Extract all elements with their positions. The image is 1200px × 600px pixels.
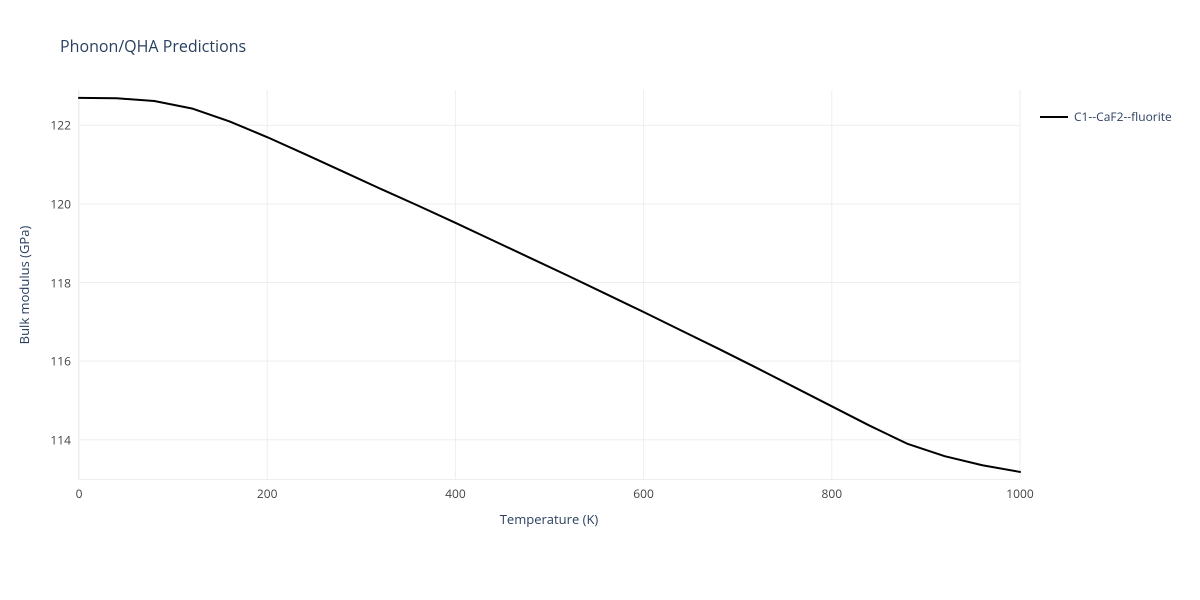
y-tick-label: 122 [50, 117, 71, 134]
y-axis-title: Bulk modulus (GPa) [15, 226, 33, 345]
legend-line-icon [1040, 116, 1068, 118]
legend[interactable]: C1--CaF2--fluorite [1040, 108, 1172, 125]
chart-container: Phonon/QHA Predictions 02004006008001000… [0, 0, 1200, 600]
x-tick-label: 1000 [1006, 485, 1033, 502]
x-tick-label: 800 [822, 485, 843, 502]
x-tick-label: 600 [633, 485, 654, 502]
y-tick-label: 116 [50, 353, 71, 370]
y-tick-label: 114 [50, 431, 71, 448]
y-tick-label: 120 [50, 195, 71, 212]
x-tick-label: 400 [445, 485, 466, 502]
x-axis-title: Temperature (K) [500, 510, 599, 528]
legend-label: C1--CaF2--fluorite [1074, 108, 1172, 125]
plot-svg [79, 90, 1020, 479]
chart-title: Phonon/QHA Predictions [60, 35, 246, 57]
plot-area[interactable]: 02004006008001000114116118120122 [78, 90, 1020, 480]
x-tick-label: 200 [257, 485, 278, 502]
y-tick-label: 118 [50, 274, 71, 291]
series-line[interactable] [79, 98, 1020, 472]
x-tick-label: 0 [76, 485, 83, 502]
